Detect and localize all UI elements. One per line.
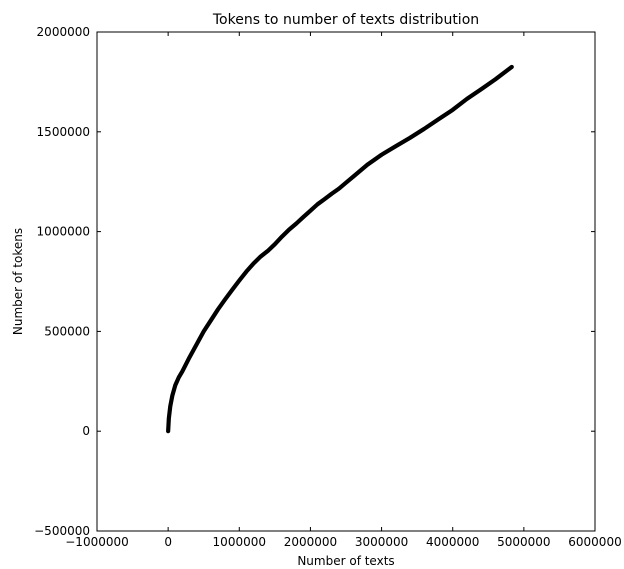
x-tick-label: 3000000	[355, 535, 408, 549]
x-axis-label: Number of texts	[297, 554, 394, 568]
y-tick-label: 1500000	[37, 125, 90, 139]
x-tick-label: 5000000	[497, 535, 550, 549]
chart-title: Tokens to number of texts distribution	[212, 12, 479, 28]
x-tick-label: −1000000	[65, 535, 129, 549]
y-tick-label: −500000	[34, 524, 90, 538]
x-tick-label: 2000000	[284, 535, 337, 549]
x-tick-label: 6000000	[568, 535, 621, 549]
x-tick-label: 4000000	[426, 535, 479, 549]
plot-frame	[96, 31, 596, 532]
y-tick-label: 500000	[44, 324, 90, 338]
y-tick-label: 2000000	[37, 25, 90, 39]
y-tick-label: 1000000	[37, 225, 90, 239]
y-tick-label: 0	[82, 424, 90, 438]
axis-ticks: −1000000 0 1000000 2000000 3000000 4000000 500…	[34, 25, 622, 549]
data-series-line	[166, 64, 514, 434]
x-tick-label: 1000000	[213, 535, 266, 549]
y-axis-label: Number of tokens	[11, 228, 25, 335]
x-tick-label: 0	[164, 535, 172, 549]
